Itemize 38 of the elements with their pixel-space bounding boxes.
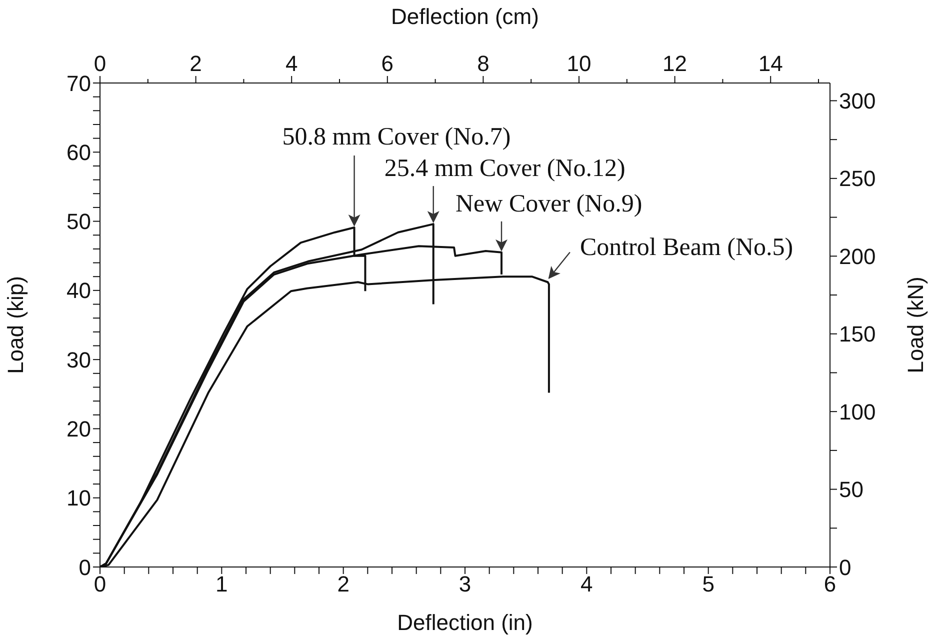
y2-tick-label: 150 <box>839 322 876 347</box>
y2-tick-label: 300 <box>839 88 876 114</box>
annotation: New Cover (No.9) <box>456 190 642 218</box>
x-tick-label: 3 <box>458 572 472 597</box>
x-axis-title: Deflection (in) <box>397 610 533 635</box>
y2-tick-label: 0 <box>839 554 852 580</box>
annotation: 25.4 mm Cover (No.12) <box>384 155 626 182</box>
y2-tick-label: 50 <box>839 477 864 502</box>
x2-tick-label: 14 <box>758 51 783 76</box>
annotation: 50.8 mm Cover (No.7) <box>282 124 511 151</box>
x2-tick-label: 0 <box>94 51 106 76</box>
x2-axis-title: Deflection (cm) <box>391 4 539 29</box>
y2-axis-title: Load (kN) <box>902 276 928 374</box>
y-axis-title: Load (kip) <box>2 276 28 374</box>
x2-tick-label: 10 <box>566 51 592 76</box>
annotation: Control Beam (No.5) <box>580 234 794 262</box>
y-tick-label: 0 <box>78 554 91 580</box>
y-tick-label: 30 <box>66 347 91 372</box>
y-tick-label: 40 <box>66 278 91 304</box>
y-tick-label: 10 <box>66 486 91 511</box>
x-tick-label: 5 <box>702 572 714 597</box>
x2-tick-label: 2 <box>190 51 202 76</box>
x-tick-label: 0 <box>94 572 106 597</box>
y-tick-label: 70 <box>66 70 91 96</box>
x-tick-label: 4 <box>580 572 593 597</box>
x-tick-label: 6 <box>824 572 836 597</box>
x2-tick-label: 6 <box>381 51 394 76</box>
x-tick-label: 1 <box>216 572 228 597</box>
y2-tick-label: 250 <box>839 166 876 192</box>
y-tick-label: 50 <box>66 209 91 234</box>
x2-tick-label: 12 <box>662 51 688 76</box>
y-tick-label: 60 <box>66 140 91 165</box>
y2-tick-label: 200 <box>839 244 876 269</box>
y2-tick-label: 100 <box>839 399 876 424</box>
x2-tick-label: 4 <box>285 51 298 76</box>
x-tick-label: 2 <box>337 572 350 597</box>
x2-tick-label: 8 <box>477 51 490 76</box>
y-tick-label: 20 <box>66 416 91 442</box>
